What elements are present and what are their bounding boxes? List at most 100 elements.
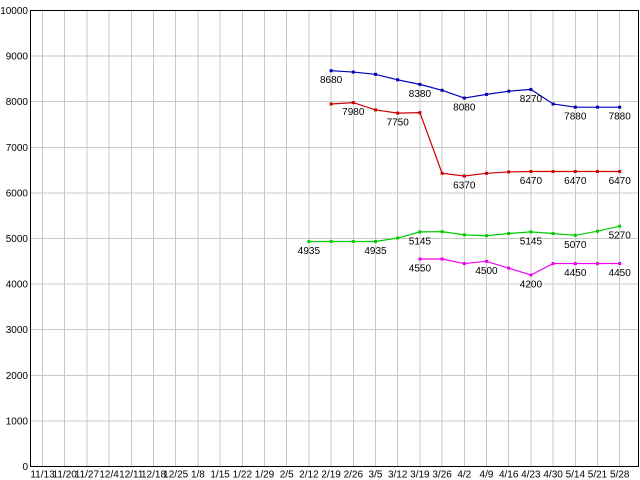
magenta-series-line [419, 258, 620, 276]
y-tick-label: 10000 [0, 6, 28, 17]
point-value-label: 7880 [609, 112, 632, 123]
red-series-point-marker [551, 169, 555, 173]
point-value-label: 8080 [453, 103, 476, 114]
green-series-point-marker [551, 231, 555, 235]
point-value-label: 6470 [609, 176, 632, 187]
x-tick-label: 11/13 [30, 470, 55, 480]
x-tick-label: 12/4 [99, 470, 119, 480]
green-series-point-marker [462, 233, 466, 237]
x-tick-label: 2/19 [321, 470, 341, 480]
y-tick-label: 5000 [6, 234, 29, 245]
point-value-label: 8270 [520, 94, 543, 105]
magenta-series-point-marker [485, 259, 488, 263]
red-series-point-marker [573, 169, 577, 173]
red-series-line [331, 102, 620, 177]
x-tick-label: 3/5 [369, 470, 383, 480]
green-series-point-marker [396, 236, 400, 240]
x-tick-label: 4/2 [457, 470, 471, 480]
point-value-label: 5270 [609, 231, 632, 242]
magenta-series-point-marker [440, 257, 444, 261]
magenta-series-point-marker [507, 266, 511, 270]
point-value-label: 5070 [564, 240, 587, 251]
point-labels: 8680 8380 8080 8270 7880 7880 7980 7750 6370 6470… [298, 75, 631, 290]
red-series-point-marker [485, 171, 488, 175]
green-series-point-marker [351, 239, 355, 243]
point-value-label: 6470 [520, 176, 543, 187]
y-tick-label: 1000 [6, 416, 29, 427]
blue-series-point-marker [573, 105, 577, 109]
blue-series-point-marker [396, 78, 400, 82]
y-tick-label: 7000 [6, 143, 29, 154]
point-value-label: 5145 [520, 236, 543, 247]
y-tick-label: 0 [22, 462, 28, 473]
red-series-point-marker [418, 111, 422, 115]
green-series-point-marker [573, 233, 577, 237]
red-series-point-marker [329, 102, 333, 106]
x-tick-label: 5/28 [610, 470, 630, 480]
x-tick-label: 12/11 [119, 470, 144, 480]
blue-series-point-marker [618, 105, 622, 109]
point-value-label: 7750 [387, 118, 410, 129]
blue-series-point-marker [551, 102, 555, 106]
x-tick-label: 4/23 [521, 470, 541, 480]
point-value-label: 4550 [409, 264, 432, 275]
x-tick-label: 2/12 [299, 470, 319, 480]
x-tick-label: 12/25 [163, 470, 188, 480]
green-series-point-marker [374, 239, 377, 243]
x-tick-label: 4/9 [480, 470, 494, 480]
blue-series-point-marker [462, 96, 466, 100]
blue-series-point-marker [507, 89, 511, 93]
blue-series-point-marker [351, 70, 355, 74]
x-tick-label: 2/5 [280, 470, 294, 480]
red-series-point-marker [351, 101, 355, 105]
blue-series [329, 69, 622, 109]
magenta-series-point-marker [618, 262, 622, 266]
point-value-label: 7880 [564, 112, 587, 123]
x-tick-label: 1/29 [255, 470, 275, 480]
blue-series-point-marker [418, 82, 422, 86]
magenta-series-point-marker [573, 262, 577, 266]
x-tick-label: 3/12 [388, 470, 408, 480]
point-value-label: 6370 [453, 181, 476, 192]
green-series-point-marker [329, 239, 333, 243]
x-tick-label: 4/30 [543, 470, 563, 480]
red-series-point-marker [507, 170, 511, 174]
x-tick-label: 4/16 [499, 470, 519, 480]
point-value-label: 4500 [475, 266, 498, 277]
x-tick-label: 3/26 [432, 470, 452, 480]
point-value-label: 4935 [364, 246, 387, 257]
green-series-point-marker [596, 229, 599, 233]
red-series-point-marker [374, 108, 377, 112]
magenta-series-point-marker [596, 262, 599, 266]
red-series [329, 101, 622, 178]
magenta-series-point-marker [529, 273, 533, 277]
y-tick-label: 6000 [6, 188, 29, 199]
magenta-series-point-marker [462, 262, 466, 266]
point-value-label: 7980 [342, 107, 365, 118]
red-series-point-marker [529, 169, 533, 173]
point-value-label: 4200 [520, 279, 543, 290]
x-tick-label: 11/27 [75, 470, 100, 480]
green-series-point-marker [485, 234, 488, 238]
green-series-point-marker [507, 231, 511, 235]
y-tick-label: 3000 [6, 325, 29, 336]
red-series-point-marker [618, 169, 622, 173]
x-tick-label: 2/26 [344, 470, 364, 480]
red-series-point-marker [596, 169, 599, 173]
y-tick-label: 4000 [6, 280, 29, 291]
blue-series-point-marker [485, 92, 488, 96]
point-value-label: 5145 [409, 236, 432, 247]
y-tick-label: 8000 [6, 97, 29, 108]
point-value-label: 4450 [609, 268, 632, 279]
y-tick-label: 2000 [6, 371, 29, 382]
y-axis-labels: 0 1000 2000 3000 4000 5000 6000 7000 8000 9000 100… [0, 6, 28, 473]
point-value-label: 4935 [298, 246, 321, 257]
point-value-label: 4450 [564, 268, 587, 279]
green-series-point-marker [618, 224, 622, 228]
x-tick-label: 5/21 [588, 470, 608, 480]
